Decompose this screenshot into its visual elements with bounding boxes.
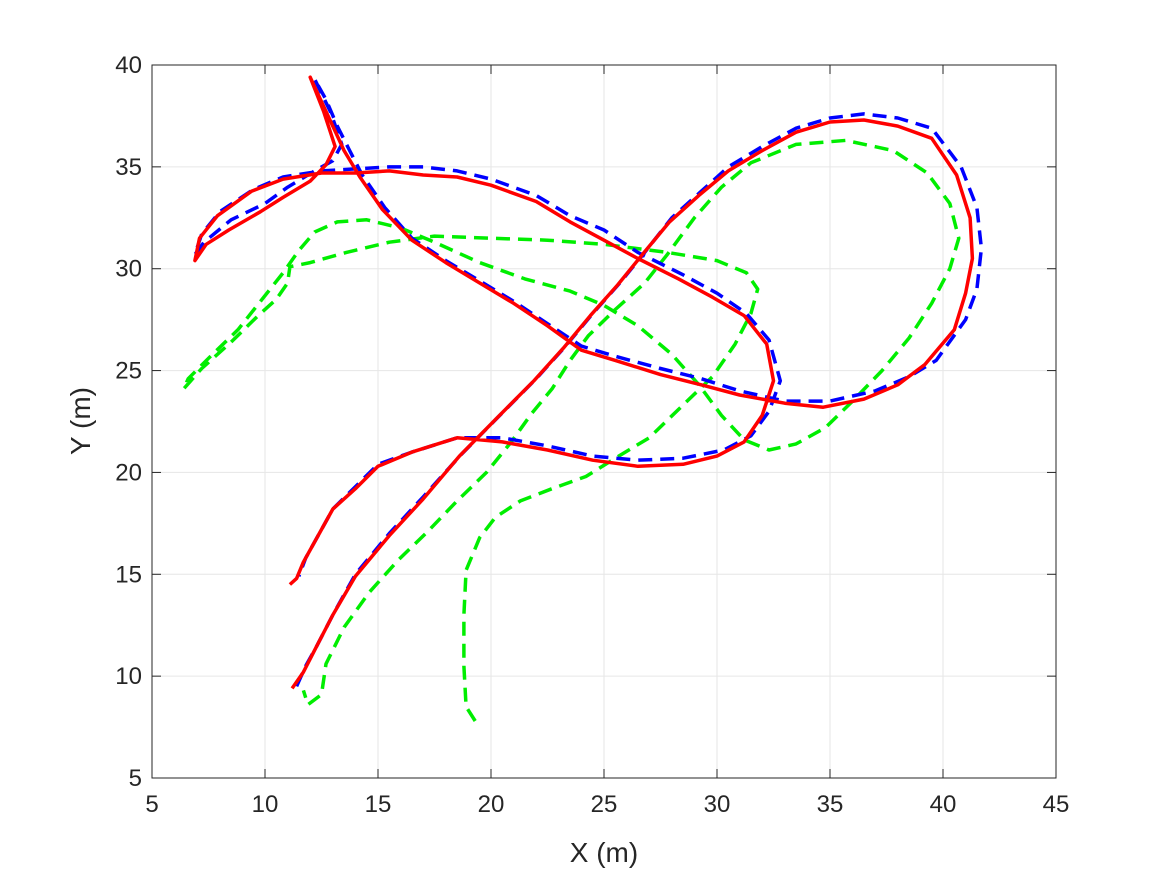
axis-ticks: 5 10 15 20 25 30 35 40 45 5 10 15 20 25 30 35 40 — [115, 52, 1069, 818]
x-tick-label: 45 — [1043, 791, 1070, 818]
series-layer — [181, 75, 984, 722]
x-tick-label: 20 — [478, 791, 505, 818]
series-line-1 — [181, 138, 961, 722]
y-axis-label: Y (m) — [65, 387, 96, 455]
x-tick-label: 35 — [817, 791, 844, 818]
x-tick-label: 25 — [591, 791, 618, 818]
x-tick-label: 15 — [365, 791, 392, 818]
series-line-3 — [193, 75, 975, 690]
y-tick-label: 15 — [115, 561, 142, 588]
y-tick-label: 20 — [115, 459, 142, 486]
x-tick-label: 40 — [930, 791, 957, 818]
x-tick-label: 30 — [704, 791, 731, 818]
x-axis-label: X (m) — [570, 837, 638, 868]
y-tick-label: 40 — [115, 52, 142, 79]
y-tick-label: 10 — [115, 663, 142, 690]
x-tick-label: 5 — [145, 791, 158, 818]
y-tick-label: 30 — [115, 256, 142, 283]
y-tick-label: 35 — [115, 154, 142, 181]
y-tick-label: 25 — [115, 358, 142, 385]
y-tick-label: 5 — [129, 765, 142, 792]
x-tick-label: 10 — [252, 791, 279, 818]
